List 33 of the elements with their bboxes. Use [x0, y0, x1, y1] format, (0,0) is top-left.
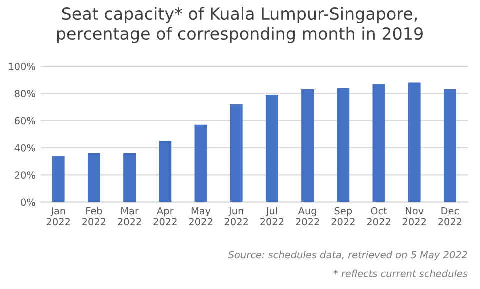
y-tick-label: 20% — [15, 172, 36, 179]
x-tick-label: Dec 2022 — [438, 207, 462, 226]
y-tick-label: 80% — [14, 90, 36, 98]
bar — [266, 94, 278, 202]
bar — [408, 82, 421, 202]
x-tick-label: Feb 2022 — [82, 207, 106, 226]
x-tick-label: Jun 2022 — [224, 207, 248, 226]
x-tick-label: Apr 2022 — [154, 207, 177, 226]
bar — [124, 153, 136, 202]
bar — [337, 88, 350, 202]
x-tick-label: Oct 2022 — [367, 207, 390, 226]
bar — [159, 141, 172, 202]
bar — [372, 84, 386, 202]
text: * reflects current schedules — [334, 270, 468, 278]
bar — [88, 153, 100, 202]
chart-title: Seat capacity* of Kuala Lumpur-Singapore, percentage of corresponding month in 2019 — [57, 7, 423, 44]
y-tick-label: 60% — [15, 117, 36, 125]
x-tick-label: Jul 2022 — [260, 207, 284, 226]
x-tick-label: Nov 2022 — [402, 207, 426, 226]
bar — [444, 90, 456, 202]
bar — [302, 90, 314, 202]
x-tick-label: May 2022 — [189, 207, 212, 226]
source-note: Source: schedules data, retrieved on 5 May 2022 — [228, 251, 468, 260]
x-tick-label: Sep 2022 — [332, 207, 355, 226]
y-tick-label: 40% — [14, 144, 36, 152]
x-tick-label: Mar 2022 — [118, 207, 142, 226]
bar — [194, 124, 208, 202]
y-tick-label: 0% — [21, 198, 36, 206]
bar — [52, 156, 65, 202]
x-tick-label: Aug 2022 — [296, 207, 320, 226]
y-tick-label: 100% — [9, 62, 36, 70]
bar — [230, 104, 243, 202]
x-tick-label: Jan 2022 — [46, 207, 70, 226]
